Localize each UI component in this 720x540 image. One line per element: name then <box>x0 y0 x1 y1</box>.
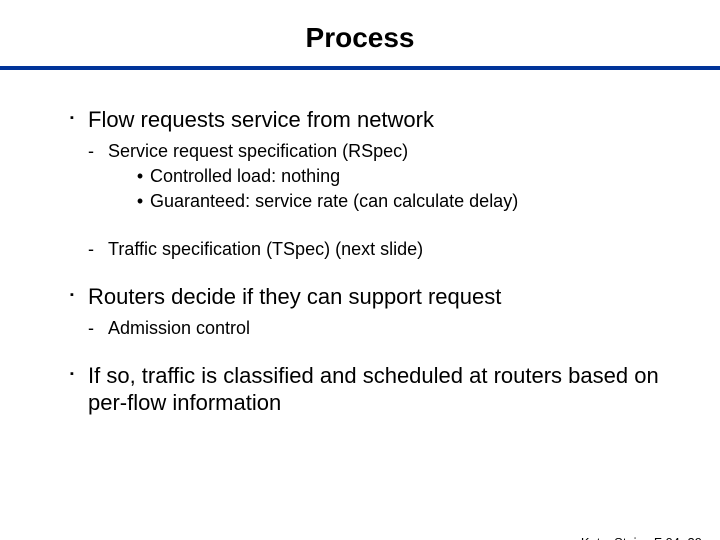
spacer <box>56 342 680 362</box>
dot-bullet-icon: • <box>130 190 150 213</box>
dot-bullet-icon: • <box>130 165 150 188</box>
page-number: 39 <box>688 535 702 540</box>
spacer <box>56 216 680 238</box>
bullet-level1: ▪ If so, traffic is classified and sched… <box>56 362 680 417</box>
spacer <box>56 263 680 283</box>
bullet-level1: ▪ Flow requests service from network <box>56 106 680 134</box>
footer-text: Katz, Stoica F 04 <box>581 535 680 540</box>
slide-body: ▪ Flow requests service from network - S… <box>0 106 720 417</box>
title-rule <box>0 66 720 70</box>
slide-footer: Katz, Stoica F 04 39 <box>581 535 702 540</box>
slide-title: Process <box>0 22 720 54</box>
bullet-text: Routers decide if they can support reque… <box>88 283 680 311</box>
bullet-level2: - Traffic specification (TSpec) (next sl… <box>88 238 680 261</box>
square-bullet-icon: ▪ <box>56 106 88 126</box>
bullet-text: If so, traffic is classified and schedul… <box>88 362 680 417</box>
bullet-text: Flow requests service from network <box>88 106 680 134</box>
bullet-level3: • Controlled load: nothing <box>130 165 680 188</box>
bullet-text: Traffic specification (TSpec) (next slid… <box>108 238 680 261</box>
dash-bullet-icon: - <box>88 238 108 261</box>
bullet-text: Admission control <box>108 317 680 340</box>
bullet-level2: - Admission control <box>88 317 680 340</box>
bullet-level3: • Guaranteed: service rate (can calculat… <box>130 190 680 213</box>
slide: Process ▪ Flow requests service from net… <box>0 22 720 540</box>
bullet-level2: - Service request specification (RSpec) <box>88 140 680 163</box>
bullet-level1: ▪ Routers decide if they can support req… <box>56 283 680 311</box>
square-bullet-icon: ▪ <box>56 362 88 382</box>
dash-bullet-icon: - <box>88 140 108 163</box>
bullet-text: Controlled load: nothing <box>150 165 680 188</box>
bullet-text: Guaranteed: service rate (can calculate … <box>150 190 680 213</box>
dash-bullet-icon: - <box>88 317 108 340</box>
bullet-text: Service request specification (RSpec) <box>108 140 680 163</box>
square-bullet-icon: ▪ <box>56 283 88 303</box>
